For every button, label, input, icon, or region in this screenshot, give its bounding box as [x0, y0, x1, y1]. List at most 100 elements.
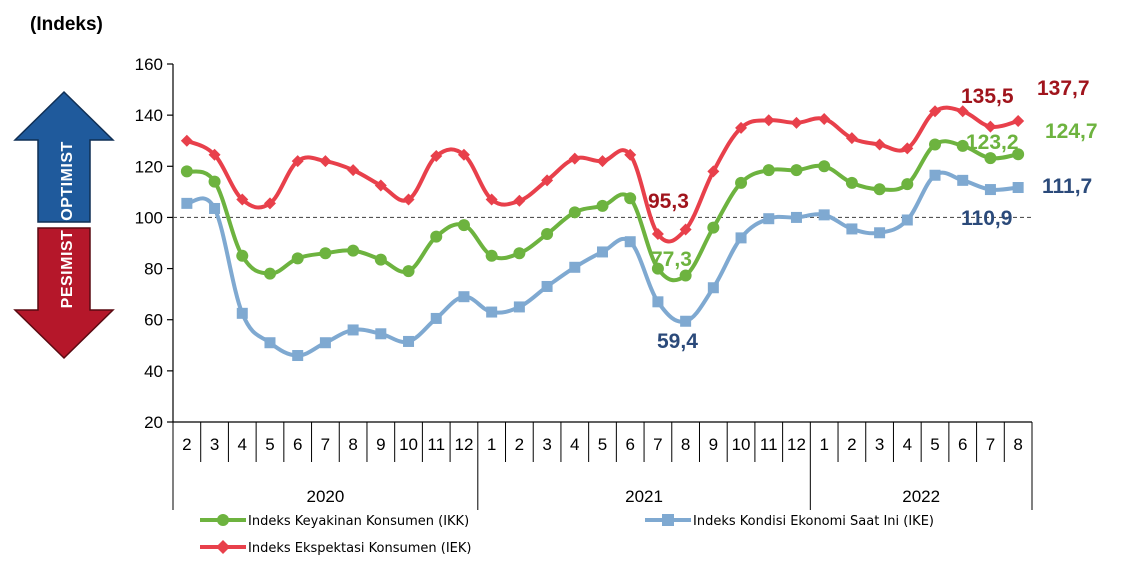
- x-tick-label: 7: [986, 435, 995, 454]
- point-ikk: [402, 265, 415, 278]
- annotation-ikk: 77,3: [651, 248, 692, 271]
- series-iek: [180, 105, 1025, 244]
- point-ikk: [1012, 148, 1025, 161]
- legend-label-ike: Indeks Kondisi Ekonomi Saat Ini (IKE): [693, 514, 934, 529]
- point-ike: [790, 211, 802, 223]
- point-ikk: [180, 165, 193, 178]
- series-layer: [180, 105, 1025, 362]
- year-label: 2021: [625, 487, 663, 506]
- point-ike: [236, 307, 248, 319]
- point-iek: [845, 132, 858, 145]
- point-ike: [430, 312, 442, 324]
- point-ikk: [956, 139, 969, 152]
- point-iek: [735, 121, 748, 134]
- annotation-iek: 137,7: [1037, 77, 1090, 100]
- point-ikk: [873, 183, 886, 196]
- point-iek: [651, 228, 664, 241]
- legend-label-ikk: Indeks Keyakinan Konsumen (IKK): [248, 514, 469, 529]
- annotation-ike: 59,4: [657, 330, 698, 353]
- x-tick-label: 12: [787, 435, 806, 454]
- point-ikk: [541, 228, 554, 241]
- point-ike: [735, 232, 747, 244]
- point-ikk: [707, 221, 720, 234]
- point-ike: [513, 301, 525, 313]
- x-tick-label: 9: [376, 435, 385, 454]
- point-iek: [1012, 115, 1025, 128]
- point-iek: [485, 193, 498, 206]
- point-iek: [457, 148, 470, 161]
- annotation-ike: 111,7: [1042, 175, 1092, 198]
- point-ike: [680, 315, 692, 327]
- x-tick-label: 4: [238, 435, 247, 454]
- x-tick-label: 3: [210, 435, 219, 454]
- x-tick-label: 12: [454, 435, 473, 454]
- point-ikk: [624, 192, 637, 205]
- legend-item-ike: Indeks Kondisi Ekonomi Saat Ini (IKE): [645, 514, 934, 529]
- point-iek: [873, 138, 886, 151]
- point-ike: [957, 174, 969, 186]
- point-ikk: [568, 206, 581, 219]
- point-iek: [984, 120, 997, 133]
- annotation-ikk: 123,2: [966, 131, 1019, 154]
- optimist-label: OPTIMIST: [59, 141, 76, 221]
- year-label: 2022: [902, 487, 940, 506]
- point-iek: [291, 155, 304, 168]
- point-ikk: [984, 152, 997, 165]
- point-ike: [458, 291, 470, 303]
- x-tick-label: 7: [321, 435, 330, 454]
- point-ikk: [762, 164, 775, 177]
- y-tick-label: 160: [135, 55, 163, 74]
- legend-marker-ike: [662, 514, 674, 526]
- point-ike: [375, 328, 387, 340]
- x-axis: 2 3 4 5 6 7 8 9 10 11 12 1 2 3 4 5 6 7 8 9 10 11 12 1 2 3 4 5 6 7 8202…: [172, 421, 1033, 510]
- point-ikk: [208, 175, 221, 188]
- y-tick-label: 60: [144, 311, 163, 330]
- point-ikk: [374, 253, 387, 266]
- point-iek: [347, 164, 360, 177]
- legend-label-iek: Indeks Ekspektasi Konsumen (IEK): [248, 541, 471, 556]
- y-tick-label: 120: [135, 157, 163, 176]
- x-tick-label: 3: [542, 435, 551, 454]
- x-tick-label: 8: [681, 435, 690, 454]
- point-iek: [679, 223, 692, 236]
- point-iek: [901, 142, 914, 155]
- point-iek: [263, 197, 276, 210]
- point-iek: [790, 116, 803, 129]
- x-tick-label: 1: [487, 435, 496, 454]
- point-ike: [403, 335, 415, 347]
- legend: Indeks Keyakinan Konsumen (IKK) Indeks K…: [200, 514, 934, 556]
- point-iek: [956, 105, 969, 118]
- point-ike: [874, 227, 886, 239]
- point-ikk: [651, 262, 664, 275]
- x-tick-label: 10: [399, 435, 418, 454]
- point-iek: [208, 148, 221, 161]
- y-tick-label: 20: [144, 413, 163, 432]
- legend-marker-ikk: [217, 514, 229, 526]
- point-ikk: [513, 247, 526, 260]
- x-tick-label: 11: [427, 435, 445, 454]
- point-ike: [763, 213, 775, 225]
- point-ikk: [347, 244, 360, 257]
- point-ike: [624, 236, 636, 248]
- x-tick-label: 3: [875, 435, 884, 454]
- point-ike: [486, 306, 498, 318]
- point-ikk: [236, 249, 249, 262]
- annotations: 95,3 77,3 59,4 135,5 137,7 123,2 124,7 110,9 111…: [648, 77, 1098, 353]
- x-tick-label: 2: [182, 435, 191, 454]
- point-ike: [541, 280, 553, 292]
- point-ikk: [319, 247, 332, 260]
- legend-item-iek: Indeks Ekspektasi Konsumen (IEK): [200, 540, 471, 556]
- x-tick-label: 8: [1013, 435, 1022, 454]
- point-ikk: [679, 269, 692, 282]
- point-ike: [209, 202, 221, 214]
- point-ike: [347, 324, 359, 336]
- point-ikk: [735, 176, 748, 189]
- point-ike: [569, 261, 581, 273]
- x-tick-label: 6: [958, 435, 967, 454]
- x-tick-label: 4: [903, 435, 912, 454]
- y-tick-label: 140: [135, 106, 163, 125]
- x-tick-label: 8: [348, 435, 357, 454]
- pesimist-arrow: PESIMIST: [13, 227, 115, 360]
- point-ike: [984, 184, 996, 196]
